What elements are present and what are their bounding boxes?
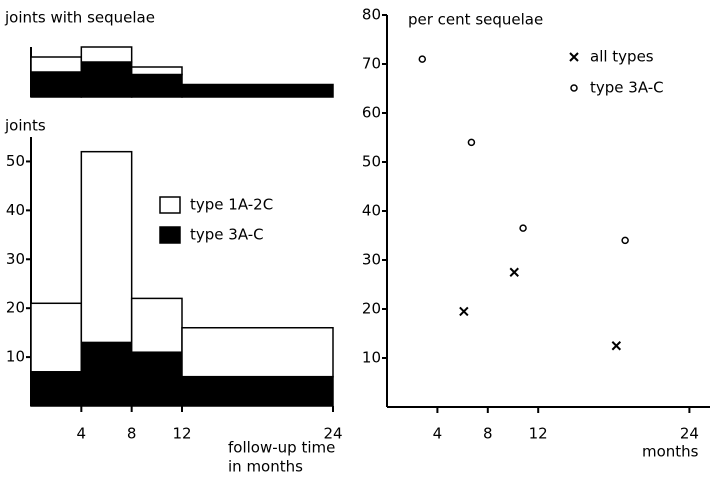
y-tick-label: 40 xyxy=(6,201,25,219)
y-tick-label: 60 xyxy=(362,104,381,122)
x-tick-label: 24 xyxy=(323,425,342,443)
x-tick-label: 8 xyxy=(127,425,137,443)
y-tick-label: 30 xyxy=(6,250,25,268)
x-tick-label: 4 xyxy=(77,425,87,443)
bar-segment xyxy=(80,61,133,98)
point xyxy=(467,138,476,147)
x-tick-label: 4 xyxy=(433,425,443,443)
bar-segment xyxy=(130,351,183,407)
legend-label: all types xyxy=(590,48,654,66)
point xyxy=(459,306,469,317)
x-tick-label: 12 xyxy=(172,425,191,443)
y-axis-label: per cent sequelae xyxy=(408,11,543,29)
point xyxy=(621,236,629,245)
x-tick-label: 8 xyxy=(483,425,493,443)
y-axis-label: joints xyxy=(4,117,46,135)
legend-swatch xyxy=(159,226,181,244)
point xyxy=(509,267,519,277)
bar-segment xyxy=(80,46,133,63)
bar-segment xyxy=(80,150,133,344)
bar-segment xyxy=(80,341,133,407)
legend-label: type 3A-C xyxy=(190,226,264,244)
x-axis-label: follow-up time xyxy=(228,439,335,457)
x-axis-label: in months xyxy=(228,458,303,476)
y-tick-label: 20 xyxy=(362,300,381,318)
y-tick-label: 30 xyxy=(362,251,381,269)
y-tick-label: 50 xyxy=(6,152,25,170)
legend-label: type 3A-C xyxy=(590,79,664,97)
point xyxy=(611,341,622,351)
point xyxy=(519,224,527,232)
bar-segment xyxy=(130,73,183,98)
y-tick-label: 70 xyxy=(362,55,381,73)
bar-segment xyxy=(130,297,183,353)
bar-segment xyxy=(181,83,334,98)
top-title: joints with sequelae xyxy=(4,9,155,27)
bar-segment xyxy=(30,302,83,373)
bar-segment xyxy=(130,66,183,76)
y-tick-label: 40 xyxy=(362,202,381,220)
y-tick-label: 50 xyxy=(362,153,381,171)
bar-segment xyxy=(30,71,83,98)
x-tick-label: 24 xyxy=(680,425,699,443)
point xyxy=(418,55,427,63)
legend-marker xyxy=(569,52,579,62)
x-axis-label: months xyxy=(642,443,699,461)
y-tick-label: 80 xyxy=(362,6,381,24)
legend-marker xyxy=(570,84,578,92)
legend-label: type 1A-2C xyxy=(190,196,273,214)
y-tick-label: 20 xyxy=(6,299,25,317)
bar-segment xyxy=(181,326,334,378)
y-tick-label: 10 xyxy=(362,349,381,367)
x-tick-label: 12 xyxy=(529,425,548,443)
bar-segment xyxy=(181,375,334,407)
bar-segment xyxy=(30,56,83,73)
y-tick-label: 10 xyxy=(6,348,25,366)
bar-segment xyxy=(30,371,83,407)
legend-swatch xyxy=(159,196,181,214)
